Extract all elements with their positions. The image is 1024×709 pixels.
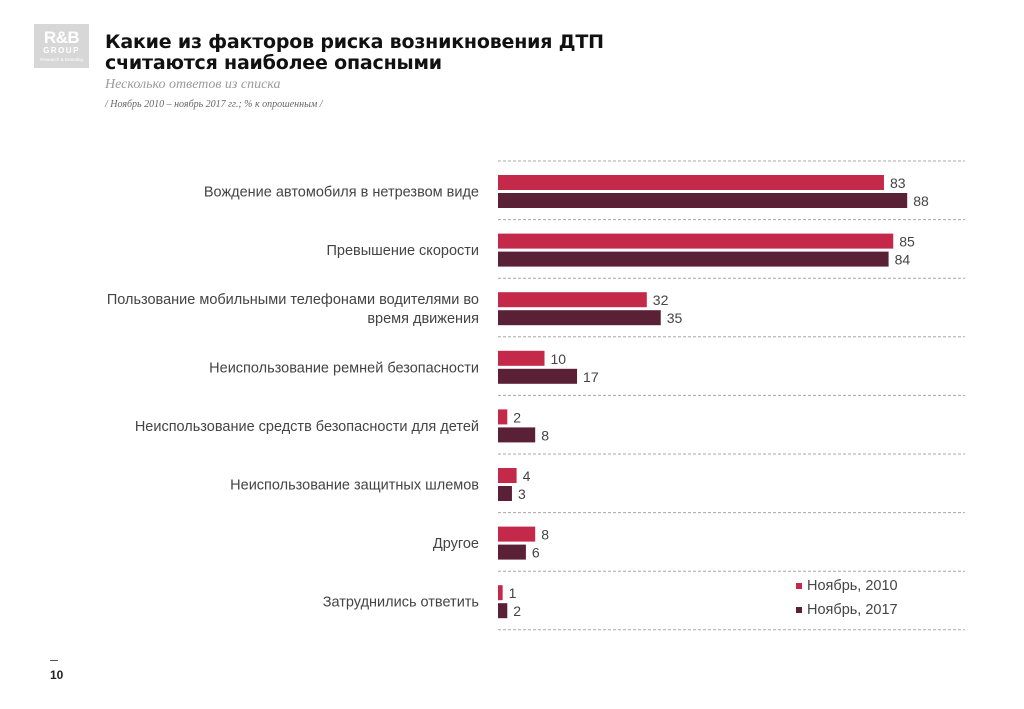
title-line-2: считаются наиболее опасными <box>105 52 442 74</box>
data-label: 88 <box>913 193 929 209</box>
category-label: Неиспользование средств безопасности для… <box>135 419 479 435</box>
bar-2010 <box>498 468 517 483</box>
data-label: 8 <box>541 427 549 443</box>
data-label: 8 <box>541 527 549 543</box>
data-label: 2 <box>513 603 521 619</box>
category-label: время движения <box>367 311 479 327</box>
bar-2017 <box>498 486 512 501</box>
logo-subtext: GROUP <box>43 46 80 55</box>
data-label: 3 <box>518 486 526 502</box>
bar-2017 <box>498 310 661 326</box>
data-label: 1 <box>509 585 517 601</box>
data-label: 83 <box>890 175 906 191</box>
legend-label-2010: Ноябрь, 2010 <box>807 578 898 594</box>
company-logo: R&B GROUP Research & Branding <box>34 24 89 68</box>
data-label: 35 <box>667 310 683 326</box>
data-label: 17 <box>583 369 599 385</box>
logo-text: R&B <box>43 28 80 47</box>
category-label: Вождение автомобиля в нетрезвом виде <box>204 185 479 201</box>
bar-2010 <box>498 409 508 425</box>
legend-swatch-2017 <box>796 607 802 613</box>
survey-note: / Ноябрь 2010 – ноябрь 2017 гг.; % к опр… <box>105 99 323 110</box>
bar-2017 <box>498 193 908 208</box>
page-number-dash <box>50 660 58 661</box>
category-label: Неиспользование ремней безопасности <box>209 360 479 376</box>
data-label: 32 <box>653 292 669 308</box>
data-label: 84 <box>895 252 911 268</box>
category-label: Другое <box>433 536 479 552</box>
bar-2010 <box>498 233 894 249</box>
bar-2010 <box>498 526 536 542</box>
category-label: Затруднились ответить <box>323 595 479 611</box>
category-label: Превышение скорости <box>326 243 479 259</box>
bar-2010 <box>498 350 545 366</box>
data-label: 6 <box>532 545 540 561</box>
bar-2017 <box>498 427 536 443</box>
category-label: Пользование мобильными телефонами водите… <box>107 292 479 308</box>
bar-2010 <box>498 585 503 601</box>
data-label: 4 <box>523 468 531 484</box>
page-title: Какие из факторов риска возникновения ДТ… <box>105 32 745 74</box>
page-number: 10 <box>50 668 64 682</box>
bar-2010 <box>498 175 884 190</box>
data-label: 2 <box>513 409 521 425</box>
bar-2017 <box>498 603 508 619</box>
data-label: 10 <box>551 351 567 367</box>
logo-tagline: Research & Branding <box>40 57 83 62</box>
bar-2010 <box>498 292 647 308</box>
legend-swatch-2010 <box>796 583 802 589</box>
page-subtitle: Несколько ответов из списка <box>105 77 281 92</box>
data-label: 85 <box>899 234 915 250</box>
bar-2017 <box>498 368 578 384</box>
category-label: Неиспользование защитных шлемов <box>230 478 479 494</box>
bar-2017 <box>498 251 889 267</box>
bar-2017 <box>498 544 526 560</box>
title-line-1: Какие из факторов риска возникновения ДТ… <box>105 31 604 53</box>
legend-label-2017: Ноябрь, 2017 <box>807 602 898 618</box>
